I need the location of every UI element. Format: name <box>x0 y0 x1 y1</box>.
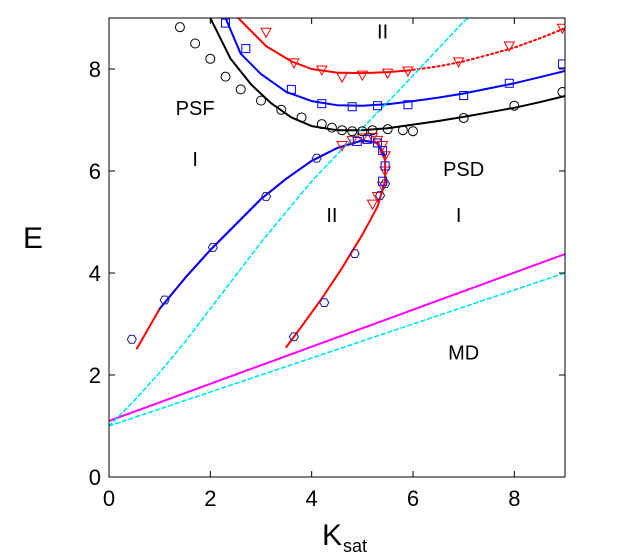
hexagon-marker <box>207 243 218 252</box>
circle-marker <box>190 38 201 49</box>
square-marker <box>221 18 231 28</box>
triangle-marker <box>260 27 272 39</box>
square-marker <box>373 138 383 148</box>
circle-marker <box>337 125 348 136</box>
circle-marker <box>235 84 246 95</box>
square-marker <box>241 44 251 54</box>
triangle-marker <box>356 133 369 144</box>
square-marker <box>362 134 372 144</box>
series-line-2 <box>224 18 565 107</box>
region-label: PSF <box>176 98 215 120</box>
hexagon-marker <box>288 332 299 342</box>
circle-marker <box>326 122 337 133</box>
square-marker <box>373 101 383 111</box>
triangle-marker <box>503 41 516 53</box>
square-marker <box>504 78 514 88</box>
triangle-marker <box>336 72 348 84</box>
marker-layer <box>126 18 565 344</box>
region-label: II <box>326 205 337 227</box>
circle-marker <box>357 126 368 137</box>
circle-marker <box>509 100 520 111</box>
x-tick-label: 4 <box>306 486 318 511</box>
region-label: PSD <box>443 159 484 181</box>
y-axis-title: E <box>23 222 43 255</box>
x-tick-label: 8 <box>508 486 520 511</box>
circle-marker <box>205 53 216 64</box>
region-label: I <box>456 205 462 227</box>
square-marker <box>347 102 357 112</box>
square-marker <box>378 146 388 156</box>
hexagon-marker <box>380 179 391 189</box>
triangle-marker <box>376 141 389 152</box>
triangle-marker <box>336 141 348 152</box>
series-line-3 <box>209 18 565 132</box>
triangle-marker <box>379 151 391 162</box>
y-tick-label: 4 <box>89 261 101 286</box>
x-tick-label: 6 <box>407 486 419 511</box>
square-marker <box>378 176 388 186</box>
triangle-marker <box>371 135 384 147</box>
region-label: MD <box>448 343 479 365</box>
square-marker <box>380 161 390 171</box>
triangle-marker <box>402 66 414 78</box>
x-tick-label: 2 <box>204 486 216 511</box>
circle-marker <box>397 125 408 136</box>
triangle-marker <box>356 70 369 82</box>
square-marker <box>557 59 565 69</box>
hexagon-marker <box>126 334 137 344</box>
triangle-marker <box>376 181 389 193</box>
circle-marker <box>557 86 565 97</box>
y-tick-label: 8 <box>89 57 101 82</box>
series-line-1 <box>406 27 565 72</box>
plot-frame <box>108 17 566 478</box>
circle-marker <box>316 119 327 130</box>
circle-marker <box>408 126 418 137</box>
x-axis-title-subscript: sat <box>343 536 367 554</box>
hexagon-marker <box>349 249 360 258</box>
circle-marker <box>220 71 231 82</box>
square-marker <box>352 136 362 146</box>
y-tick-label: 0 <box>89 465 101 490</box>
triangle-marker <box>366 132 379 144</box>
region-label: I <box>192 149 198 171</box>
triangle-marker <box>381 68 394 80</box>
circle-marker <box>367 125 378 136</box>
triangle-marker <box>346 135 359 147</box>
square-marker <box>403 100 413 110</box>
triangle-marker <box>366 199 379 211</box>
hexagon-marker <box>311 153 322 163</box>
circle-marker <box>174 22 185 33</box>
x-tick-label: 0 <box>103 486 115 511</box>
series-line-8 <box>109 272 565 427</box>
triangle-marker <box>452 57 465 68</box>
triangle-marker <box>379 166 391 178</box>
circle-marker <box>382 124 393 135</box>
y-tick-label: 2 <box>89 363 101 388</box>
x-axis-title-main: K <box>322 519 342 552</box>
series-line-5 <box>158 139 385 310</box>
series-line-6 <box>109 253 565 422</box>
hexagon-marker <box>261 192 272 201</box>
hexagon-marker <box>319 298 330 307</box>
square-marker <box>459 91 469 101</box>
hexagon-marker <box>159 295 170 305</box>
series-line-7 <box>109 18 470 427</box>
series-layer <box>109 18 565 427</box>
circle-marker <box>458 112 469 123</box>
x-axis-title: K <box>322 519 342 552</box>
triangle-marker <box>315 65 328 77</box>
circle-marker <box>347 126 358 137</box>
region-label: II <box>377 21 388 43</box>
y-tick-label: 6 <box>89 159 101 184</box>
circle-marker <box>296 112 307 123</box>
circle-marker <box>256 95 266 106</box>
hexagon-marker <box>375 191 386 200</box>
triangle-marker <box>288 58 300 69</box>
square-marker <box>317 99 327 109</box>
circle-marker <box>276 104 287 115</box>
square-marker <box>286 84 296 94</box>
tick-layer: 0 2 4 6 8 0 2 4 6 8 <box>89 18 565 511</box>
